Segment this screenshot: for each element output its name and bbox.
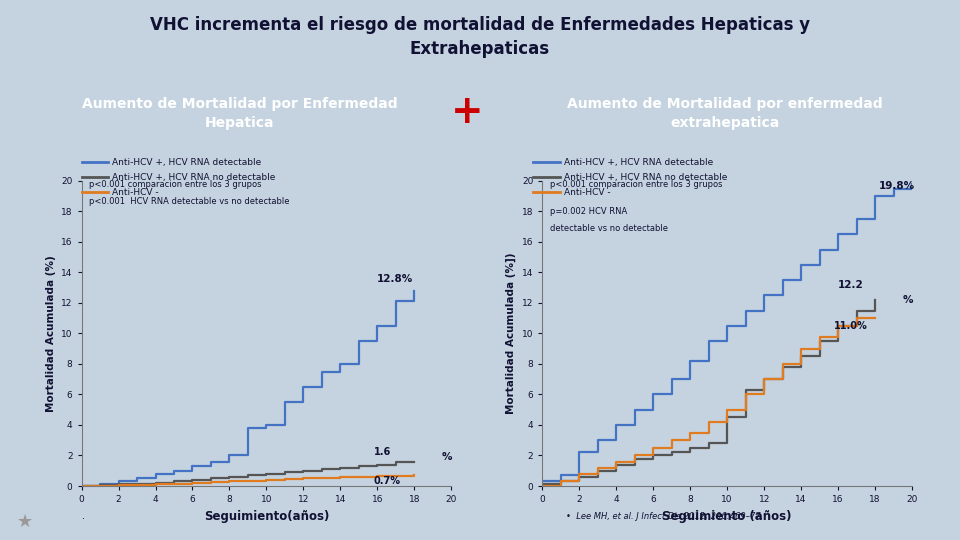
Text: p<0.001 comparacion entre los 3 grupos: p<0.001 comparacion entre los 3 grupos — [550, 180, 722, 189]
Text: .: . — [82, 511, 84, 522]
Y-axis label: Mortalidad Acumulada (%]): Mortalidad Acumulada (%]) — [506, 253, 516, 414]
Text: 19.8%: 19.8% — [878, 180, 915, 191]
Text: Aumento de Mortalidad por Enfermedad
Hepatica: Aumento de Mortalidad por Enfermedad Hep… — [83, 97, 397, 130]
Text: 12.8%: 12.8% — [377, 274, 414, 284]
Text: •  Lee MH, et al. J Infect Dis 2012; 206:469–77.: • Lee MH, et al. J Infect Dis 2012; 206:… — [566, 512, 764, 522]
Text: 0.7%: 0.7% — [373, 476, 400, 485]
Text: p=0.002 HCV RNA: p=0.002 HCV RNA — [550, 207, 627, 217]
Text: 1.6: 1.6 — [373, 447, 391, 457]
Text: detectable vs no detectable: detectable vs no detectable — [550, 224, 668, 233]
X-axis label: Seguimiento (años): Seguimiento (años) — [662, 510, 792, 523]
Text: VHC incrementa el riesgo de mortalidad de Enfermedades Hepaticas y
Extrahepatica: VHC incrementa el riesgo de mortalidad d… — [150, 16, 810, 58]
Text: +: + — [451, 93, 484, 131]
Text: ★: ★ — [17, 512, 34, 530]
Text: %: % — [902, 295, 913, 305]
Text: 11.0%: 11.0% — [834, 321, 868, 331]
X-axis label: Seguimiento(años): Seguimiento(años) — [204, 510, 329, 523]
Text: Anti-HCV +, HCV RNA no detectable: Anti-HCV +, HCV RNA no detectable — [564, 173, 727, 181]
Text: p<0.001  HCV RNA detectable vs no detectable: p<0.001 HCV RNA detectable vs no detecta… — [89, 197, 290, 206]
Text: Anti-HCV -: Anti-HCV - — [112, 188, 159, 197]
Text: Aumento de Mortalidad por enfermedad
extrahepatica: Aumento de Mortalidad por enfermedad ext… — [567, 97, 882, 130]
Text: Anti-HCV +, HCV RNA detectable: Anti-HCV +, HCV RNA detectable — [112, 158, 261, 166]
Text: 12.2: 12.2 — [838, 280, 864, 289]
Text: %: % — [442, 452, 452, 462]
Text: Anti-HCV +, HCV RNA detectable: Anti-HCV +, HCV RNA detectable — [564, 158, 712, 166]
Text: Anti-HCV +, HCV RNA no detectable: Anti-HCV +, HCV RNA no detectable — [112, 173, 276, 181]
Text: Anti-HCV -: Anti-HCV - — [564, 188, 611, 197]
Text: p<0.001 comparacion entre los 3 grupos: p<0.001 comparacion entre los 3 grupos — [89, 180, 261, 189]
Y-axis label: Mortalidad Acumulada (%): Mortalidad Acumulada (%) — [45, 255, 56, 412]
